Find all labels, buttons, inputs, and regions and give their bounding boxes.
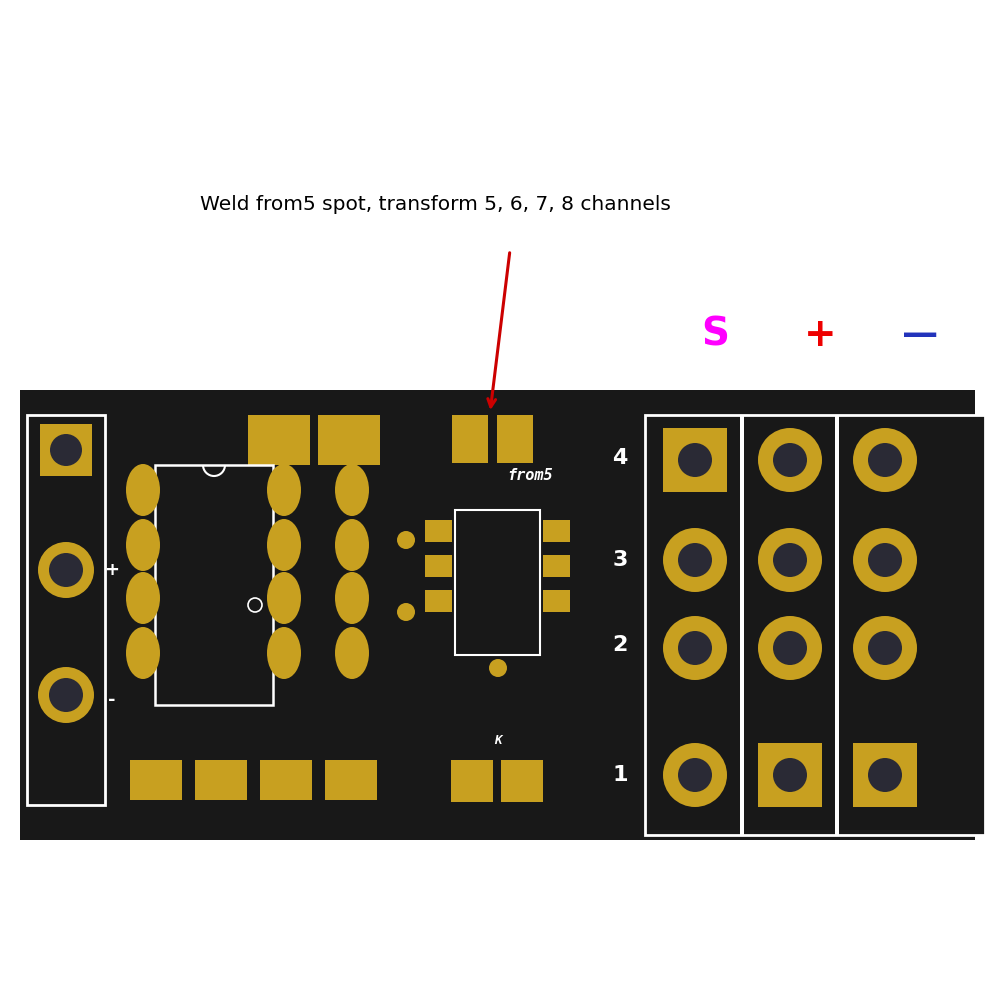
Bar (663, 428, 727, 492)
Bar (318, 415, 380, 465)
Ellipse shape (267, 519, 301, 571)
Circle shape (868, 758, 902, 792)
Circle shape (758, 528, 822, 592)
Bar (325, 760, 377, 800)
Ellipse shape (335, 572, 369, 624)
Bar (425, 555, 452, 577)
Ellipse shape (126, 519, 160, 571)
Bar (195, 760, 247, 800)
Circle shape (853, 428, 917, 492)
Circle shape (489, 659, 507, 677)
Circle shape (773, 758, 807, 792)
Text: +: + (104, 561, 120, 579)
Bar (130, 760, 182, 800)
Circle shape (853, 528, 917, 592)
Bar (425, 590, 452, 612)
Circle shape (38, 667, 94, 723)
Text: 2: 2 (612, 635, 628, 655)
Bar (40, 424, 92, 476)
Ellipse shape (267, 627, 301, 679)
Bar (248, 415, 310, 465)
Ellipse shape (335, 627, 369, 679)
Ellipse shape (126, 627, 160, 679)
Text: K: K (494, 734, 502, 746)
Circle shape (868, 443, 902, 477)
Circle shape (773, 543, 807, 577)
Text: Weld from5 spot, transform 5, 6, 7, 8 channels: Weld from5 spot, transform 5, 6, 7, 8 ch… (200, 196, 671, 215)
Ellipse shape (335, 519, 369, 571)
Circle shape (49, 553, 83, 587)
Text: 1: 1 (612, 765, 628, 785)
Text: -: - (108, 691, 116, 709)
Circle shape (868, 631, 902, 665)
Bar (451, 760, 493, 802)
Bar (853, 743, 917, 807)
Circle shape (663, 528, 727, 592)
Text: —: — (902, 318, 938, 352)
Circle shape (50, 434, 82, 466)
Ellipse shape (267, 464, 301, 516)
Bar (27, 415, 105, 805)
Bar (455, 510, 540, 655)
Bar (452, 415, 488, 463)
Bar (758, 743, 822, 807)
Ellipse shape (126, 572, 160, 624)
Bar (645, 415, 985, 835)
Ellipse shape (267, 572, 301, 624)
Circle shape (38, 542, 94, 598)
Bar (20, 390, 975, 840)
Circle shape (49, 678, 83, 712)
Circle shape (678, 758, 712, 792)
Circle shape (678, 443, 712, 477)
Bar (543, 520, 570, 542)
Bar (835, 415, 839, 835)
Ellipse shape (335, 464, 369, 516)
Bar (425, 520, 452, 542)
Circle shape (758, 428, 822, 492)
Circle shape (773, 631, 807, 665)
Ellipse shape (126, 464, 160, 516)
Circle shape (868, 543, 902, 577)
Circle shape (678, 631, 712, 665)
Bar (155, 465, 273, 705)
Text: from5: from5 (507, 468, 553, 483)
Circle shape (397, 531, 415, 549)
Circle shape (663, 743, 727, 807)
Circle shape (773, 443, 807, 477)
Bar (497, 415, 533, 463)
Bar (260, 760, 312, 800)
Circle shape (678, 543, 712, 577)
Text: 4: 4 (612, 448, 628, 468)
Bar (543, 590, 570, 612)
Circle shape (397, 603, 415, 621)
Text: 3: 3 (612, 550, 628, 570)
Bar (501, 760, 543, 802)
Bar (740, 415, 744, 835)
Circle shape (663, 616, 727, 680)
Circle shape (853, 616, 917, 680)
Bar (543, 555, 570, 577)
Circle shape (758, 616, 822, 680)
Text: S: S (701, 316, 729, 354)
Text: +: + (804, 316, 836, 354)
